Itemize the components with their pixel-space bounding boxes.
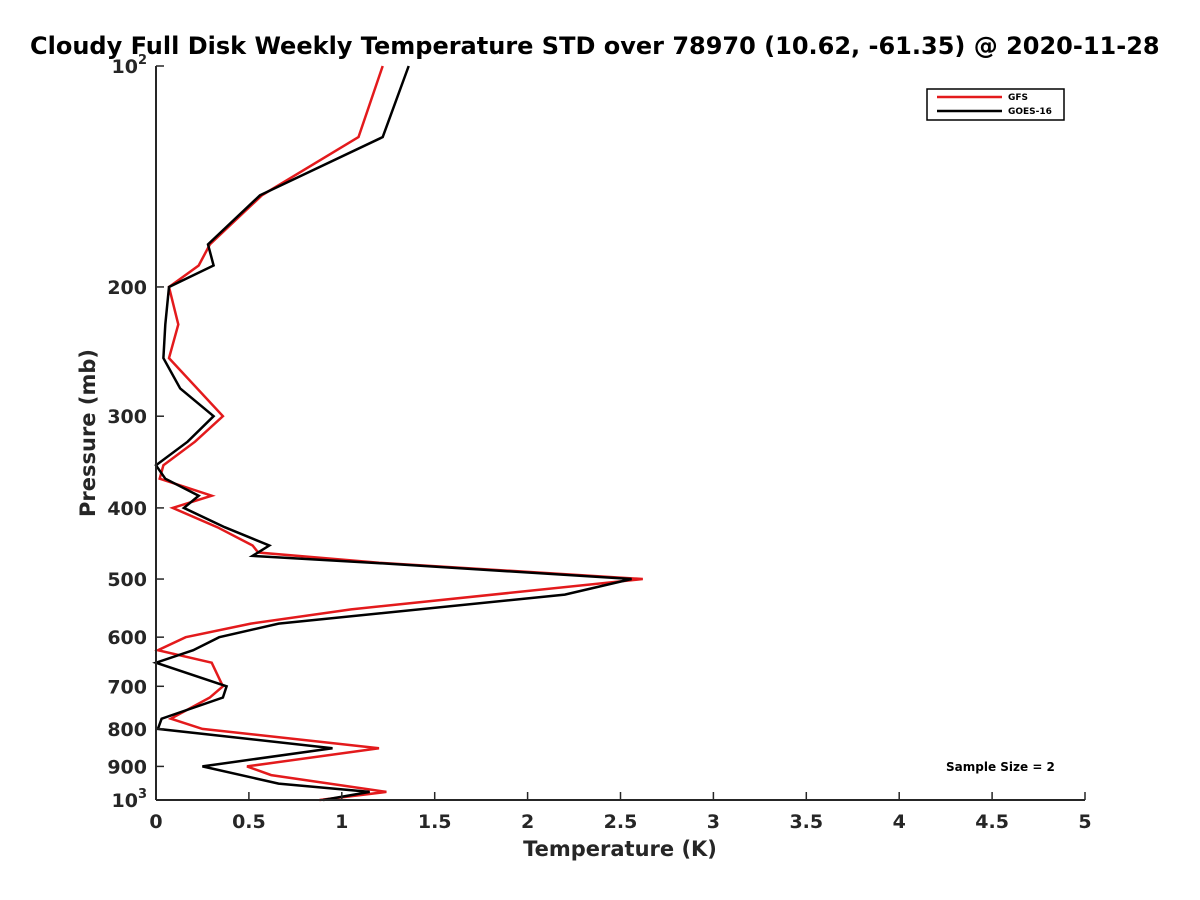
y-tick-label: 300 — [107, 406, 147, 428]
x-ticks: 0 0.5 1 1.5 2 2.5 3 3.5 4 4.5 5 — [149, 792, 1092, 833]
x-tick-label: 1 — [335, 811, 348, 833]
x-tick-label: 1.5 — [418, 811, 452, 833]
x-tick-label: 2.5 — [604, 811, 638, 833]
x-axis-label: Temperature (K) — [523, 837, 717, 861]
legend-label-gfs: GFS — [1008, 93, 1028, 103]
y-tick-label: 600 — [107, 627, 147, 649]
x-tick-label: 4.5 — [975, 811, 1009, 833]
x-tick-label: 2 — [521, 811, 534, 833]
legend-box — [926, 88, 1065, 121]
legend-label-goes16: GOES-16 — [1008, 107, 1052, 117]
y-axis-label: Pressure (mb) — [76, 349, 100, 517]
x-tick-label: 0 — [149, 811, 162, 833]
sample-size-annotation: Sample Size = 2 — [946, 760, 1055, 774]
y-ticks: 102 200 300 400 500 600 700 800 900 103 — [107, 53, 164, 812]
x-tick-label: 3 — [707, 811, 720, 833]
x-tick-label: 4 — [893, 811, 906, 833]
x-tick-label: 5 — [1078, 811, 1091, 833]
series-layer — [152, 65, 643, 802]
legend: GFS GOES-16 — [926, 88, 1065, 121]
y-tick-label: 102 — [112, 53, 148, 78]
x-tick-label: 3.5 — [789, 811, 823, 833]
y-tick-label: 500 — [107, 569, 147, 591]
series-line-goes16 — [152, 65, 632, 802]
y-tick-label: 200 — [107, 277, 147, 299]
y-tick-label: 800 — [107, 719, 147, 741]
y-tick-label: 400 — [107, 498, 147, 520]
chart-title: Cloudy Full Disk Weekly Temperature STD … — [30, 32, 1160, 60]
y-tick-label: 900 — [107, 756, 147, 778]
y-tick-label: 103 — [112, 787, 148, 812]
x-tick-label: 0.5 — [232, 811, 266, 833]
y-tick-label: 700 — [107, 676, 147, 698]
